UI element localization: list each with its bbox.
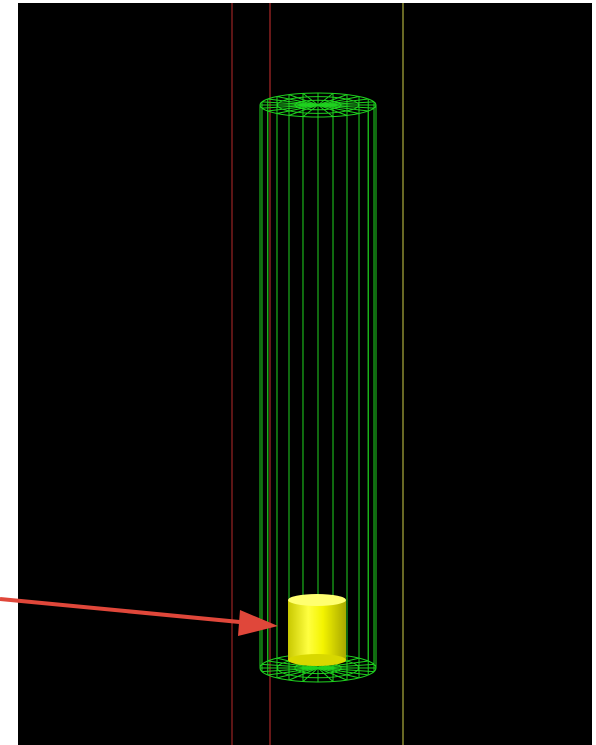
cylinder-bottom — [288, 654, 346, 666]
cylinder-body — [288, 600, 346, 660]
wireframe-cylinder — [260, 93, 376, 682]
viewport-screenshot — [0, 0, 596, 745]
solid-cylinder — [288, 594, 346, 666]
page: (() => { const svg = document.getElement… — [0, 0, 596, 745]
cylinder-top — [288, 594, 346, 606]
